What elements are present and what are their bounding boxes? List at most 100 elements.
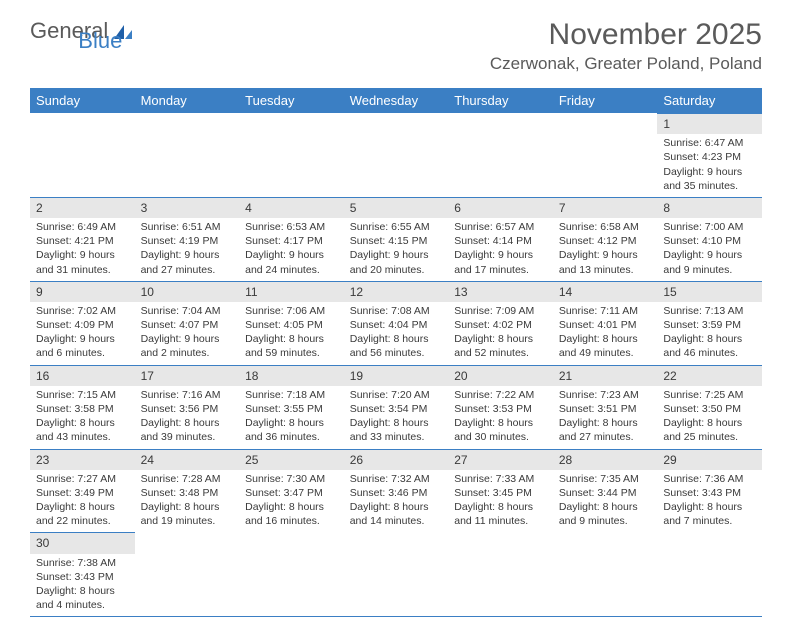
day-dl2: and 6 minutes. [36,346,129,360]
day-cell: 29Sunrise: 7:36 AMSunset: 3:43 PMDayligh… [657,449,762,533]
empty-cell [344,532,449,616]
calendar-head: SundayMondayTuesdayWednesdayThursdayFrid… [30,88,762,113]
empty-cell [239,113,344,197]
day-sr: Sunrise: 7:04 AM [141,304,234,318]
day-cell: 24Sunrise: 7:28 AMSunset: 3:48 PMDayligh… [135,449,240,533]
day-ss: Sunset: 4:04 PM [350,318,443,332]
dayname-thursday: Thursday [448,88,553,113]
day-dl1: Daylight: 8 hours [559,500,652,514]
day-number: 5 [344,197,449,218]
day-number: 19 [344,365,449,386]
day-data: Sunrise: 6:51 AMSunset: 4:19 PMDaylight:… [135,218,240,281]
day-dl2: and 30 minutes. [454,430,547,444]
day-cell: 1Sunrise: 6:47 AMSunset: 4:23 PMDaylight… [657,113,762,197]
day-dl1: Daylight: 9 hours [36,332,129,346]
day-dl1: Daylight: 9 hours [559,248,652,262]
empty-cell [553,532,658,616]
day-ss: Sunset: 3:51 PM [559,402,652,416]
day-dl1: Daylight: 9 hours [350,248,443,262]
day-ss: Sunset: 3:47 PM [245,486,338,500]
day-number: 10 [135,281,240,302]
day-dl2: and 27 minutes. [141,263,234,277]
day-sr: Sunrise: 7:38 AM [36,556,129,570]
day-dl1: Daylight: 9 hours [141,248,234,262]
day-cell: 8Sunrise: 7:00 AMSunset: 4:10 PMDaylight… [657,197,762,281]
empty-cell [657,532,762,616]
day-ss: Sunset: 4:12 PM [559,234,652,248]
day-ss: Sunset: 3:59 PM [663,318,756,332]
day-dl2: and 56 minutes. [350,346,443,360]
header: General Blue November 2025 Czerwonak, Gr… [0,0,792,82]
day-dl1: Daylight: 8 hours [663,416,756,430]
day-dl2: and 39 minutes. [141,430,234,444]
day-ss: Sunset: 3:48 PM [141,486,234,500]
day-dl2: and 19 minutes. [141,514,234,528]
day-sr: Sunrise: 7:16 AM [141,388,234,402]
day-number: 12 [344,281,449,302]
day-cell: 23Sunrise: 7:27 AMSunset: 3:49 PMDayligh… [30,449,135,533]
day-sr: Sunrise: 7:27 AM [36,472,129,486]
day-data: Sunrise: 7:25 AMSunset: 3:50 PMDaylight:… [657,386,762,449]
day-ss: Sunset: 3:49 PM [36,486,129,500]
day-dl2: and 36 minutes. [245,430,338,444]
day-sr: Sunrise: 7:02 AM [36,304,129,318]
day-sr: Sunrise: 7:36 AM [663,472,756,486]
day-dl2: and 20 minutes. [350,263,443,277]
day-sr: Sunrise: 7:20 AM [350,388,443,402]
day-dl2: and 25 minutes. [663,430,756,444]
day-dl1: Daylight: 8 hours [350,332,443,346]
day-cell: 15Sunrise: 7:13 AMSunset: 3:59 PMDayligh… [657,281,762,365]
day-cell: 7Sunrise: 6:58 AMSunset: 4:12 PMDaylight… [553,197,658,281]
day-sr: Sunrise: 7:28 AM [141,472,234,486]
day-number: 3 [135,197,240,218]
day-sr: Sunrise: 7:15 AM [36,388,129,402]
day-data: Sunrise: 6:47 AMSunset: 4:23 PMDaylight:… [657,134,762,197]
day-ss: Sunset: 3:54 PM [350,402,443,416]
day-dl2: and 52 minutes. [454,346,547,360]
day-cell: 5Sunrise: 6:55 AMSunset: 4:15 PMDaylight… [344,197,449,281]
day-dl1: Daylight: 8 hours [141,500,234,514]
day-data: Sunrise: 7:36 AMSunset: 3:43 PMDaylight:… [657,470,762,533]
day-ss: Sunset: 3:55 PM [245,402,338,416]
day-number: 27 [448,449,553,470]
day-dl1: Daylight: 9 hours [245,248,338,262]
day-ss: Sunset: 4:17 PM [245,234,338,248]
day-number: 15 [657,281,762,302]
day-number: 13 [448,281,553,302]
day-cell: 14Sunrise: 7:11 AMSunset: 4:01 PMDayligh… [553,281,658,365]
day-data: Sunrise: 7:06 AMSunset: 4:05 PMDaylight:… [239,302,344,365]
title-block: November 2025 Czerwonak, Greater Poland,… [490,18,762,74]
day-sr: Sunrise: 7:33 AM [454,472,547,486]
week-row: 30Sunrise: 7:38 AMSunset: 3:43 PMDayligh… [30,532,762,616]
day-dl2: and 46 minutes. [663,346,756,360]
day-number: 11 [239,281,344,302]
day-number: 8 [657,197,762,218]
day-cell: 12Sunrise: 7:08 AMSunset: 4:04 PMDayligh… [344,281,449,365]
day-dl1: Daylight: 8 hours [559,416,652,430]
week-row: 1Sunrise: 6:47 AMSunset: 4:23 PMDaylight… [30,113,762,197]
day-sr: Sunrise: 6:55 AM [350,220,443,234]
day-dl1: Daylight: 9 hours [454,248,547,262]
week-row: 23Sunrise: 7:27 AMSunset: 3:49 PMDayligh… [30,449,762,533]
day-ss: Sunset: 3:50 PM [663,402,756,416]
day-dl1: Daylight: 9 hours [141,332,234,346]
day-data: Sunrise: 6:58 AMSunset: 4:12 PMDaylight:… [553,218,658,281]
day-number: 16 [30,365,135,386]
week-row: 9Sunrise: 7:02 AMSunset: 4:09 PMDaylight… [30,281,762,365]
day-dl2: and 9 minutes. [559,514,652,528]
day-number: 17 [135,365,240,386]
day-number: 1 [657,113,762,134]
day-number: 26 [344,449,449,470]
day-dl1: Daylight: 8 hours [454,500,547,514]
day-number: 21 [553,365,658,386]
day-data: Sunrise: 7:16 AMSunset: 3:56 PMDaylight:… [135,386,240,449]
day-data: Sunrise: 7:33 AMSunset: 3:45 PMDaylight:… [448,470,553,533]
day-ss: Sunset: 3:43 PM [663,486,756,500]
day-cell: 28Sunrise: 7:35 AMSunset: 3:44 PMDayligh… [553,449,658,533]
day-dl1: Daylight: 9 hours [663,248,756,262]
day-sr: Sunrise: 6:51 AM [141,220,234,234]
day-dl2: and 17 minutes. [454,263,547,277]
day-dl2: and 4 minutes. [36,598,129,612]
day-dl1: Daylight: 8 hours [36,500,129,514]
dayname-friday: Friday [553,88,658,113]
